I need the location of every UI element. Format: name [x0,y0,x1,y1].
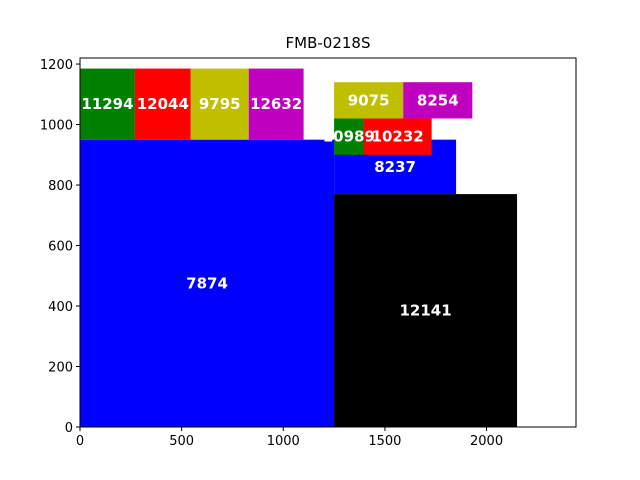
rect-label-12141: 12141 [399,302,451,320]
x-tick-label: 1000 [267,434,300,449]
rect-label-12044: 12044 [137,95,189,113]
rect-label-10232: 10232 [372,128,424,146]
rect-label-8254: 8254 [417,91,459,109]
y-tick-label: 800 [48,179,73,194]
rect-label-10989: 10989 [323,128,375,146]
x-tick-label: 1500 [368,434,401,449]
chart-title: FMB-0218S [286,34,371,52]
rect-label-11294: 11294 [81,95,133,113]
x-tick-label: 500 [169,434,194,449]
x-tick-label: 2000 [470,434,503,449]
rect-label-9795: 9795 [199,95,241,113]
y-tick-label: 400 [48,300,73,315]
y-tick-label: 1200 [40,58,73,73]
y-tick-label: 200 [48,361,73,376]
y-tick-label: 0 [65,421,73,436]
y-tick-label: 1000 [40,119,73,134]
rect-label-7874: 7874 [186,274,228,292]
rect-label-8237: 8237 [374,158,416,176]
rect-label-12632: 12632 [250,95,302,113]
y-tick-label: 600 [48,240,73,255]
rect-label-9075: 9075 [348,91,390,109]
rectangles-layer [80,69,517,427]
x-tick-label: 0 [76,434,84,449]
